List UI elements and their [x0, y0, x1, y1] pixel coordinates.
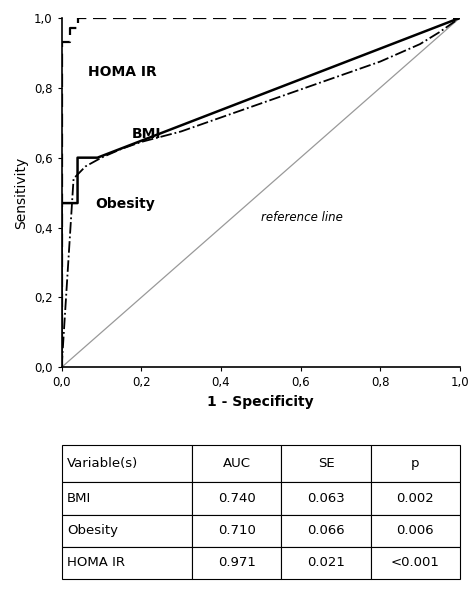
Text: HOMA IR: HOMA IR: [88, 64, 156, 79]
Text: Obesity: Obesity: [95, 198, 155, 211]
Y-axis label: Sensitivity: Sensitivity: [14, 156, 28, 229]
Text: BMI: BMI: [131, 127, 161, 141]
X-axis label: 1 - Specificity: 1 - Specificity: [208, 395, 314, 409]
Text: reference line: reference line: [261, 211, 343, 223]
